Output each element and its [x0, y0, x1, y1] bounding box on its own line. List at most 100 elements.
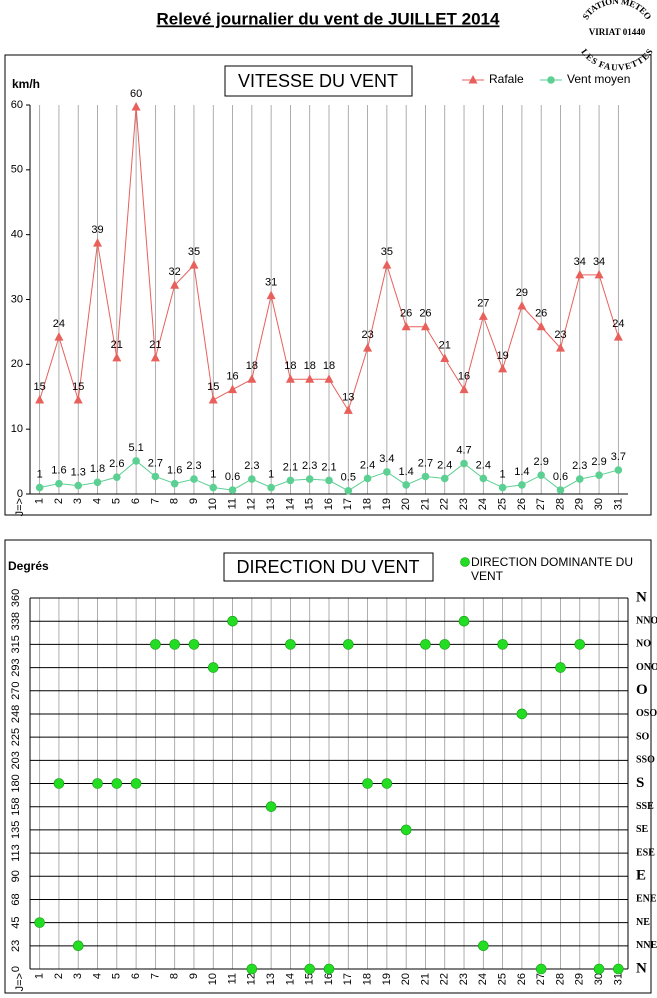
marker — [93, 238, 103, 247]
x-tick-label: 6 — [130, 498, 142, 504]
marker — [150, 352, 160, 362]
marker — [248, 475, 256, 483]
y-tick-label: 60 — [11, 99, 23, 111]
data-label: 26 — [400, 308, 412, 320]
data-label: 29 — [516, 287, 528, 299]
marker — [34, 917, 45, 928]
data-label: 3.7 — [611, 451, 626, 463]
marker — [151, 472, 160, 481]
direction-label: N — [636, 960, 647, 976]
marker — [594, 269, 604, 279]
x-tick-label: 26 — [516, 498, 528, 510]
y-tick-label: 225 — [10, 728, 22, 746]
y-tick-label: 135 — [10, 821, 22, 839]
data-label: 18 — [284, 360, 296, 372]
marker — [207, 662, 219, 673]
y-tick-label: 270 — [10, 682, 22, 700]
marker — [363, 343, 373, 352]
marker — [536, 321, 546, 331]
direction-label: NE — [636, 917, 650, 928]
marker — [55, 479, 63, 488]
data-label: 18 — [323, 360, 335, 372]
marker — [227, 615, 238, 627]
data-label: 16 — [458, 371, 470, 383]
chart-frame — [4, 54, 652, 516]
x-tick-label: 24 — [477, 498, 489, 510]
marker — [459, 384, 469, 394]
x-tick-label: 27 — [535, 498, 547, 510]
marker — [93, 478, 102, 487]
marker — [53, 778, 65, 789]
marker — [285, 639, 296, 650]
data-label: 26 — [419, 308, 431, 320]
x-tick-label: 7 — [149, 973, 161, 979]
x-tick-label: 29 — [574, 498, 586, 510]
data-label: 5.1 — [128, 442, 143, 454]
marker — [323, 963, 335, 975]
data-label: 1.4 — [514, 466, 529, 478]
marker — [517, 300, 527, 310]
y-tick-label: 40 — [11, 229, 23, 241]
data-label: 2.3 — [244, 460, 259, 472]
data-label: 2.9 — [534, 456, 549, 468]
data-label: 34 — [574, 256, 586, 268]
marker — [112, 352, 122, 362]
marker — [188, 639, 200, 650]
x-tick-label: 17 — [342, 973, 354, 985]
x-tick-label: 5 — [111, 498, 123, 504]
marker — [516, 708, 528, 720]
page-title: Relevé journalier du vent de JUILLET 201… — [157, 9, 500, 28]
marker — [113, 473, 121, 481]
data-label: 39 — [91, 224, 103, 236]
y-tick-label: 30 — [11, 293, 23, 305]
marker — [402, 481, 410, 489]
marker — [170, 280, 180, 289]
marker — [343, 405, 353, 414]
data-label: 2.4 — [360, 459, 375, 471]
y-tick-label: 180 — [10, 774, 22, 792]
marker — [400, 824, 412, 836]
marker — [305, 374, 315, 383]
marker — [421, 472, 430, 481]
marker — [285, 374, 295, 383]
data-label: 24 — [53, 318, 65, 330]
data-label: 0.6 — [225, 471, 240, 483]
x-tick-label: 25 — [497, 498, 509, 510]
x-tick-label: 31 — [612, 973, 624, 985]
data-label: 1 — [500, 468, 506, 480]
data-label: 21 — [111, 339, 123, 351]
data-label: 2.1 — [283, 461, 298, 473]
x-tick-label: 15 — [304, 498, 316, 510]
data-label: 1.4 — [399, 466, 414, 478]
data-label: 0.6 — [553, 471, 568, 483]
marker — [498, 483, 507, 492]
x-tick-label: 14 — [284, 973, 296, 985]
x-tick-label: 2 — [53, 973, 65, 979]
marker — [547, 76, 555, 84]
marker — [130, 778, 142, 789]
marker — [362, 778, 373, 789]
y-tick-label: 113 — [10, 844, 22, 862]
x-tick-label: 19 — [381, 498, 393, 510]
marker — [420, 321, 430, 331]
data-label: 1.6 — [167, 465, 182, 477]
x-tick-label: 9 — [188, 973, 200, 979]
data-label: 2.6 — [109, 458, 124, 470]
marker — [266, 290, 276, 300]
marker — [342, 639, 354, 650]
direction-label: ENE — [636, 894, 657, 905]
direction-label: O — [636, 682, 648, 698]
marker — [574, 639, 586, 650]
marker — [131, 101, 141, 111]
direction-label: SSE — [636, 801, 654, 812]
y-tick-label: 203 — [10, 751, 22, 769]
marker — [381, 778, 393, 789]
y-tick-label: 23 — [10, 940, 22, 952]
marker — [420, 639, 431, 650]
data-label: 13 — [342, 391, 354, 403]
chart-frame — [4, 539, 652, 994]
marker — [208, 394, 218, 404]
data-label: 1.8 — [90, 463, 105, 475]
marker — [150, 639, 161, 650]
